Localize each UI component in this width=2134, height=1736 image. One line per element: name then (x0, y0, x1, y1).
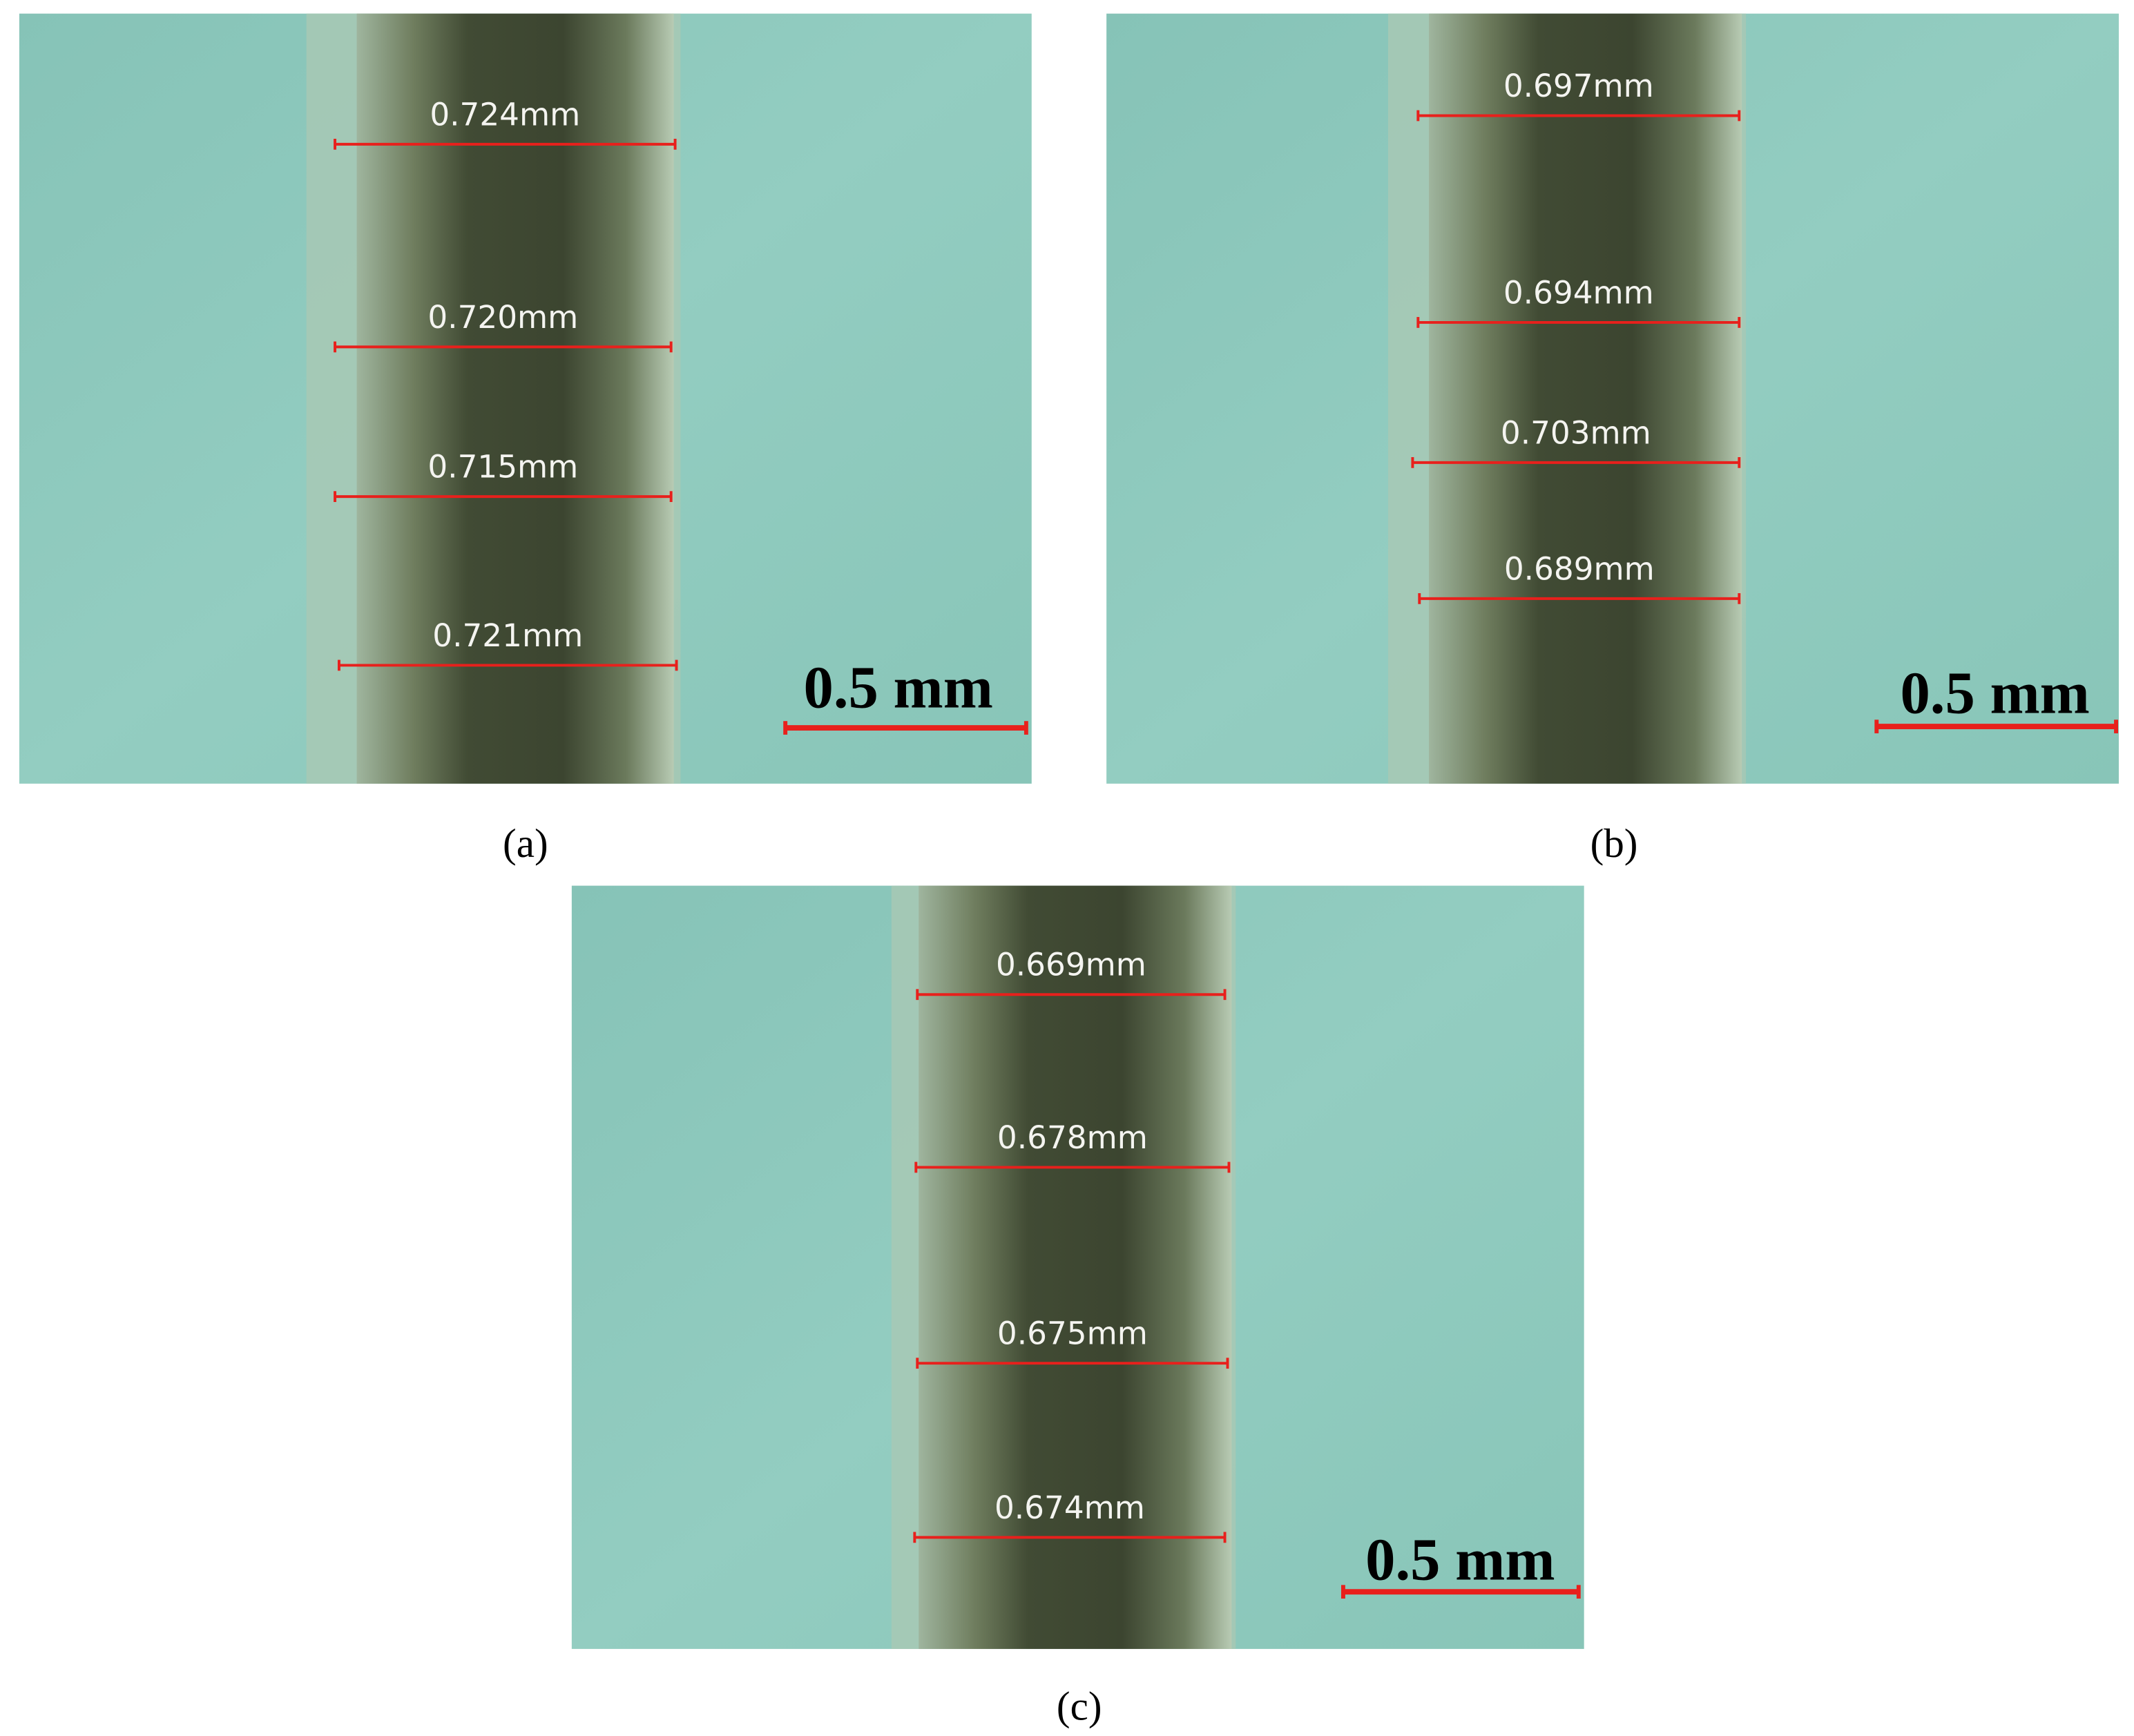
measurement-label: 0.674mm (994, 1489, 1145, 1526)
measurement-label: 0.697mm (1503, 68, 1654, 104)
measurement-label: 0.694mm (1503, 274, 1654, 311)
measurement-label: 0.678mm (997, 1119, 1148, 1156)
measurement-label: 0.669mm (996, 947, 1146, 983)
panel-label: (a) (503, 820, 548, 866)
groove (919, 885, 1232, 1649)
scale-bar-label: 0.5 mm (1365, 1526, 1555, 1592)
measurement-label: 0.689mm (1504, 550, 1655, 587)
measurement-label: 0.720mm (427, 299, 578, 336)
scale-bar-label: 0.5 mm (803, 655, 992, 721)
panel-label: (c) (1057, 1683, 1102, 1728)
panel-label: (b) (1590, 820, 1638, 866)
measurement-label: 0.703mm (1501, 414, 1651, 451)
groove (1429, 13, 1742, 784)
measurement-label: 0.715mm (427, 449, 578, 485)
measurement-label: 0.675mm (997, 1315, 1148, 1352)
groove (356, 13, 674, 784)
measurement-label: 0.724mm (430, 96, 580, 133)
measurement-label: 0.721mm (432, 617, 583, 654)
scale-bar-label: 0.5 mm (1900, 659, 2089, 726)
